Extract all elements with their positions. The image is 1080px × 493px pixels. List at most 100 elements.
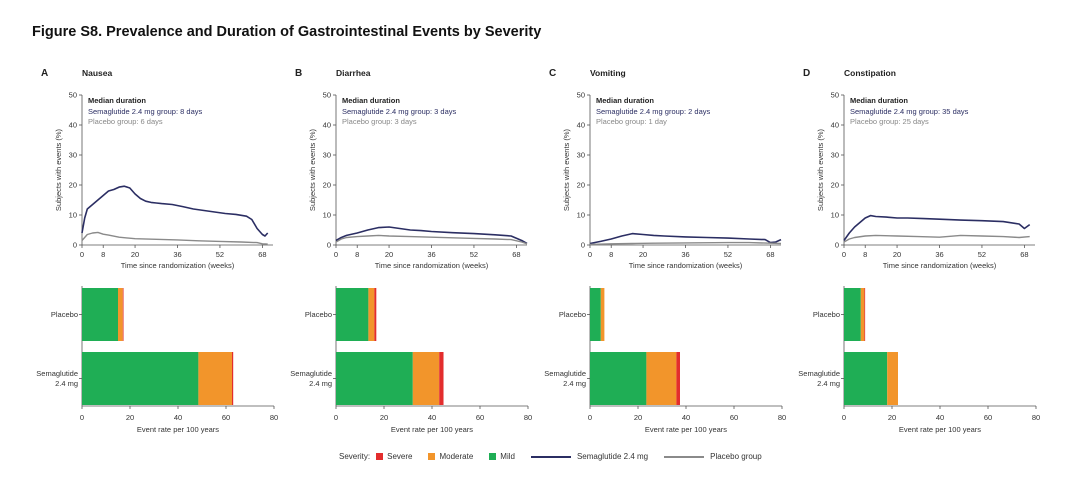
median-title: Median duration: [596, 96, 654, 105]
x-tick-label: 68: [1020, 250, 1028, 259]
bar-category-label: 2.4 mg: [309, 379, 332, 388]
median-semaglutide: Semaglutide 2.4 mg group: 3 days: [342, 107, 456, 116]
semaglutide-line: [843, 214, 1031, 241]
bar-x-tick-label: 60: [984, 413, 992, 422]
x-tick-label: 20: [385, 250, 393, 259]
x-tick-label: 68: [512, 250, 520, 259]
median-semaglutide: Semaglutide 2.4 mg group: 8 days: [88, 107, 202, 116]
bar-segment-mild: [844, 352, 888, 405]
bar-segment-severe: [676, 352, 680, 405]
bar-category-label: Placebo: [305, 310, 332, 319]
bar-x-axis-label: Event rate per 100 years: [137, 425, 219, 434]
bar-category-label: 2.4 mg: [817, 379, 840, 388]
panel-letter: C: [549, 68, 556, 79]
bar-segment-moderate: [412, 352, 440, 405]
y-tick-label: 10: [831, 211, 839, 220]
x-tick-label: 20: [131, 250, 139, 259]
y-tick-label: 50: [577, 91, 585, 100]
x-tick-label: 36: [427, 250, 435, 259]
placebo-line: [81, 231, 268, 245]
median-title: Median duration: [342, 96, 400, 105]
x-tick-label: 8: [355, 250, 359, 259]
y-tick-label: 0: [73, 241, 77, 250]
legend-label-semaglutide: Semaglutide 2.4 mg: [576, 452, 649, 461]
x-tick-label: 0: [588, 250, 592, 259]
bar-segment-moderate: [600, 288, 605, 341]
semaglutide-line: [589, 232, 782, 245]
placebo-line: [589, 241, 782, 246]
x-tick-label: 52: [470, 250, 478, 259]
x-axis-label: Time since randomization (weeks): [375, 261, 489, 270]
bar-x-tick-label: 40: [174, 413, 182, 422]
bar-category-label: 2.4 mg: [563, 379, 586, 388]
legend-severity-label: Severity:: [339, 452, 371, 461]
legend: Severity: Severe Moderate Mild Semagluti…: [339, 452, 778, 461]
bar-x-tick-label: 80: [270, 413, 278, 422]
bar-segment-severe: [439, 352, 444, 405]
y-tick-label: 10: [323, 211, 331, 220]
x-tick-label: 20: [893, 250, 901, 259]
median-placebo: Placebo group: 6 days: [88, 117, 163, 126]
y-tick-label: 30: [577, 151, 585, 160]
bar-x-tick-label: 20: [634, 413, 642, 422]
legend-swatch-moderate: [428, 453, 436, 460]
x-tick-label: 68: [258, 250, 266, 259]
panel-d: D Constipation 0 10 20 30 40 50 0 8 20 36 52 68 Time s…: [798, 68, 1040, 434]
x-axis-label: Time since randomization (weeks): [121, 261, 235, 270]
panel-c: C Vomiting 0 10 20 30 40 50 0 8 20 36 52 68 Time since…: [544, 68, 786, 434]
legend-label-moderate: Moderate: [439, 452, 474, 461]
x-tick-label: 0: [80, 250, 84, 259]
bar-category-label: Placebo: [51, 310, 78, 319]
x-tick-label: 52: [978, 250, 986, 259]
y-tick-label: 20: [577, 181, 585, 190]
y-tick-label: 0: [835, 241, 839, 250]
panel-a: A Nausea 0 10 20 30 40 50 0 8 20 36 52 68 Time since r…: [36, 68, 278, 434]
bar-segment-moderate: [118, 288, 123, 341]
bar-category-label: Placebo: [813, 310, 840, 319]
y-tick-label: 20: [831, 181, 839, 190]
x-tick-label: 36: [935, 250, 943, 259]
bar-category-label: Semaglutide: [36, 369, 78, 378]
median-title: Median duration: [88, 96, 146, 105]
bar-segment-severe: [232, 352, 234, 405]
panel-title: Constipation: [844, 68, 896, 78]
legend-item-severe: Severe: [376, 452, 412, 461]
bar-category-label: Semaglutide: [290, 369, 332, 378]
panel-letter: D: [803, 68, 810, 79]
bar-x-tick-label: 60: [222, 413, 230, 422]
legend-item-mild: Mild: [489, 452, 515, 461]
bar-segment-mild: [82, 288, 118, 341]
bar-category-label: 2.4 mg: [55, 379, 78, 388]
y-tick-label: 50: [831, 91, 839, 100]
legend-label-placebo: Placebo group: [710, 452, 762, 461]
y-tick-label: 30: [69, 151, 77, 160]
y-tick-label: 40: [323, 121, 331, 130]
y-tick-label: 50: [323, 91, 331, 100]
bar-category-label: Semaglutide: [544, 369, 586, 378]
panel-title: Nausea: [82, 68, 113, 78]
bar-segment-mild: [82, 352, 199, 405]
placebo-line: [335, 234, 528, 245]
y-tick-label: 40: [577, 121, 585, 130]
legend-label-mild: Mild: [500, 452, 515, 461]
legend-swatch-mild: [489, 453, 497, 460]
bar-x-tick-label: 20: [126, 413, 134, 422]
y-tick-label: 40: [831, 121, 839, 130]
bar-x-tick-label: 20: [888, 413, 896, 422]
bar-x-tick-label: 80: [1032, 413, 1040, 422]
x-axis-label: Time since randomization (weeks): [883, 261, 997, 270]
bar-segment-moderate: [860, 288, 865, 341]
x-tick-label: 0: [334, 250, 338, 259]
y-axis-label: Subjects with events (%): [308, 128, 317, 211]
bar-x-tick-label: 80: [524, 413, 532, 422]
y-axis-label: Subjects with events (%): [816, 128, 825, 211]
x-tick-label: 36: [681, 250, 689, 259]
bar-segment-mild: [336, 288, 369, 341]
x-axis-label: Time since randomization (weeks): [629, 261, 743, 270]
median-title: Median duration: [850, 96, 908, 105]
panel-letter: B: [295, 68, 302, 79]
y-tick-label: 30: [323, 151, 331, 160]
y-tick-label: 30: [831, 151, 839, 160]
bar-segment-mild: [590, 352, 647, 405]
